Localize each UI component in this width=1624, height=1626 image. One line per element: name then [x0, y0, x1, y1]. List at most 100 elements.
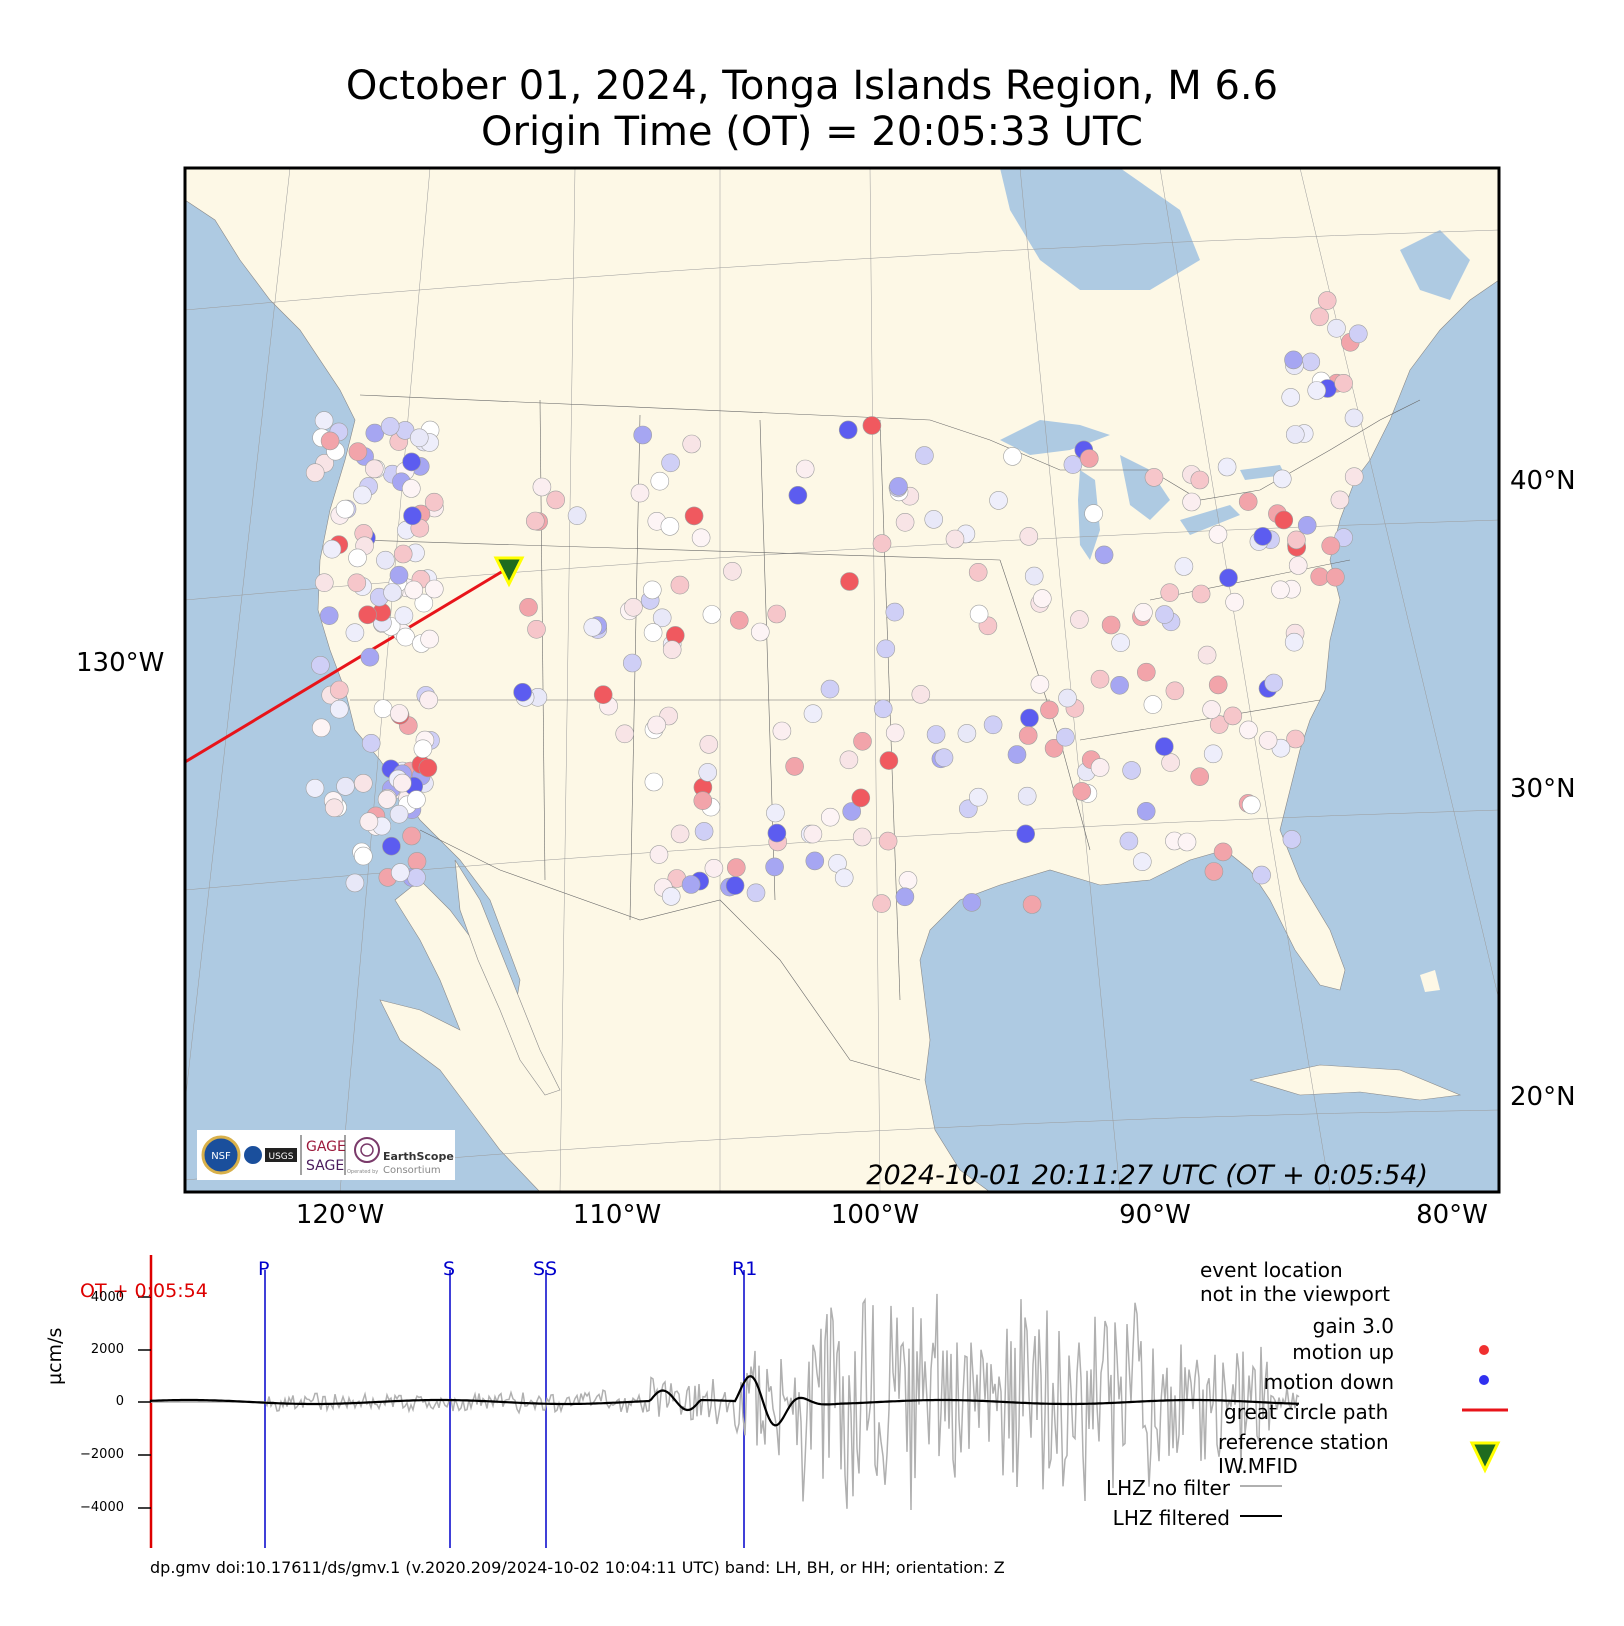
station-dot — [1310, 567, 1329, 587]
ytick-neg2000: −2000 — [80, 1447, 124, 1462]
lon-label-80: 80°W — [1416, 1200, 1488, 1230]
station-dot — [353, 846, 373, 866]
great-circle-path — [185, 566, 509, 764]
station-dot — [885, 723, 905, 743]
station-dot — [624, 597, 643, 617]
station-dot — [1253, 527, 1273, 546]
ytick-0: 0 — [115, 1394, 124, 1409]
station-dot — [1137, 662, 1156, 682]
station-dot — [726, 858, 746, 877]
station-dot — [723, 561, 742, 581]
lat-label-30: 30°N — [1510, 774, 1576, 804]
station-dot — [353, 485, 372, 505]
station-dot — [414, 593, 434, 613]
station-dot — [682, 434, 702, 454]
station-dot — [895, 512, 915, 532]
station-dot — [320, 431, 340, 451]
station-dot — [746, 883, 766, 903]
station-dot — [1040, 700, 1059, 720]
ytick-4000: 4000 — [90, 1290, 124, 1305]
station-dot — [820, 679, 840, 699]
legend-filtered: LHZ filtered — [1112, 1506, 1230, 1530]
station-dot — [895, 887, 915, 907]
station-dot — [1119, 831, 1139, 851]
station-dot — [1007, 745, 1027, 764]
station-dot — [380, 417, 400, 436]
station-dot — [314, 573, 334, 593]
station-dot — [1190, 767, 1209, 787]
station-dot — [644, 772, 664, 792]
station-dot — [1327, 318, 1346, 338]
station-dot — [1301, 352, 1321, 372]
station-dot — [345, 873, 365, 893]
ytick-neg4000: −4000 — [80, 1500, 124, 1515]
station-dot — [630, 483, 650, 503]
lat-label-40: 40°N — [1510, 466, 1576, 496]
station-dot — [593, 685, 613, 705]
station-dot — [527, 619, 546, 639]
station-dot — [1297, 515, 1317, 535]
station-dot — [314, 411, 334, 430]
station-dot — [962, 893, 982, 912]
station-dot — [1274, 510, 1294, 530]
station-dot — [1165, 681, 1185, 701]
station-dot — [420, 629, 439, 649]
map-area — [185, 168, 1499, 1192]
station-dot — [409, 428, 429, 448]
lon-label-110: 110°W — [572, 1200, 662, 1230]
station-dot — [311, 655, 330, 675]
station-dot — [1161, 753, 1180, 772]
station-dot — [1330, 490, 1350, 510]
station-dot — [513, 682, 532, 702]
station-dot — [750, 622, 770, 642]
station-dot — [1287, 530, 1306, 550]
station-dot — [1056, 727, 1075, 747]
station-dot — [1344, 408, 1364, 428]
station-dot — [382, 836, 401, 856]
station-dot — [622, 653, 642, 673]
station-dot — [1044, 738, 1064, 758]
station-dot — [1208, 675, 1228, 695]
station-dot — [968, 562, 988, 582]
station-dot — [329, 699, 349, 719]
station-dot — [407, 868, 426, 887]
station-dot — [652, 608, 672, 628]
legend-reference-station-line1: reference station — [1218, 1430, 1389, 1454]
station-dot — [1344, 467, 1364, 487]
station-dot — [358, 605, 377, 625]
station-dot — [1202, 700, 1221, 719]
station-dot — [1016, 824, 1035, 844]
station-dot — [418, 758, 438, 778]
chart-title: October 01, 2024, Tonga Islands Region, … — [345, 63, 1279, 109]
earthscope-logo-text: EarthScope — [383, 1150, 454, 1163]
legend-no-filter: LHZ no filter — [1105, 1476, 1230, 1500]
station-dot — [403, 506, 422, 526]
station-dot — [345, 623, 365, 643]
station-dot — [945, 529, 965, 549]
station-dot — [335, 499, 355, 519]
station-dot — [803, 704, 823, 724]
station-dot — [1018, 726, 1038, 745]
station-dot — [699, 735, 719, 754]
station-dot — [305, 463, 325, 483]
station-dot — [1110, 675, 1129, 695]
station-dot — [615, 724, 635, 744]
station-dot — [373, 699, 393, 719]
station-dot — [661, 453, 680, 473]
station-dot — [968, 787, 988, 807]
station-dot — [1144, 468, 1164, 487]
ytick-2000: 2000 — [90, 1342, 124, 1357]
lon-label-100: 100°W — [830, 1200, 920, 1230]
station-dot — [983, 715, 1003, 735]
nsf-logo-text: NSF — [211, 1151, 231, 1162]
legend-event-line2: not in the viewport — [1200, 1282, 1390, 1306]
station-dot — [820, 807, 840, 827]
station-dot — [1080, 449, 1099, 468]
station-dot — [1003, 447, 1022, 466]
seismogram-panel — [138, 1255, 1508, 1548]
lake-superior — [1000, 420, 1110, 455]
legend-motion-down: motion down — [1263, 1370, 1394, 1394]
station-dot — [772, 721, 792, 741]
station-dot — [389, 704, 409, 723]
bahamas — [1420, 970, 1440, 992]
